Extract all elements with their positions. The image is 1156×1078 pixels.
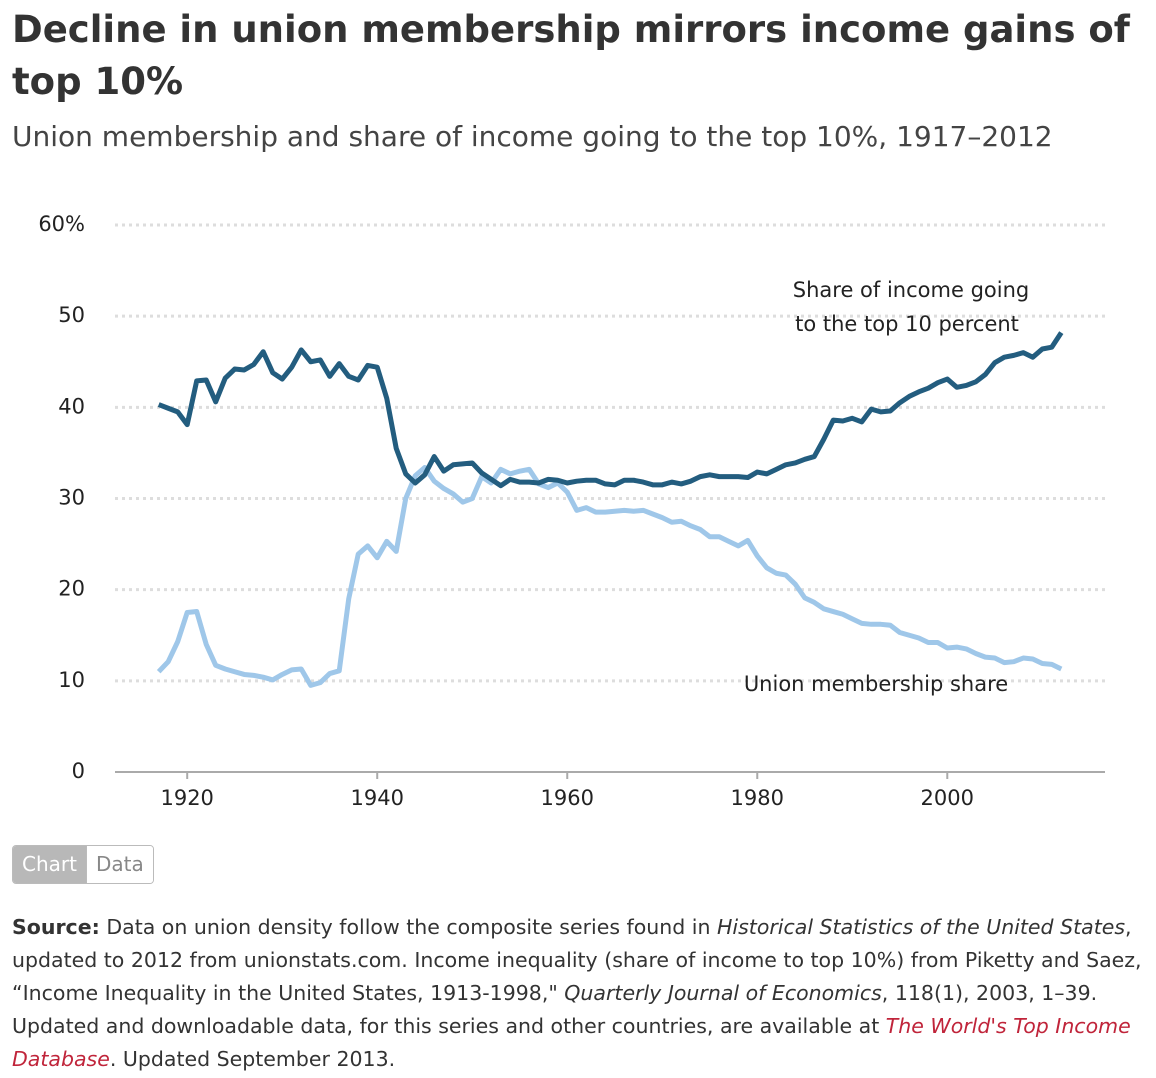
source-title: Quarterly Journal of Economics [564, 981, 882, 1005]
data-tab[interactable]: Data [85, 846, 153, 883]
x-tick-label: 1980 [731, 786, 784, 810]
y-tick-label: 20 [58, 577, 85, 601]
source-text: , 118(1), 2003, 1–39. Updated and downlo… [12, 981, 1098, 1038]
source-title: Historical Statistics of the United Stat… [717, 915, 1126, 939]
y-tick-label: 50 [58, 303, 85, 327]
chart: 0 10 20 30 40 50 60% 1920 1940 1960 1980 2000 Share … [38, 212, 1105, 810]
y-tick-label: 40 [58, 394, 85, 418]
chart-tab[interactable]: Chart [13, 846, 86, 883]
source-link[interactable]: The World's Top Income Database [12, 1014, 1131, 1071]
y-tick-label: 0 [72, 759, 85, 783]
series-line [157, 331, 1064, 489]
y-tick-label: 60% [38, 212, 85, 236]
title: Decline in union membership mirrors inco… [12, 8, 1130, 103]
view-tabs: Chart Data [12, 845, 154, 884]
source-text: , updated to 2012 from unionstats.com. I… [12, 915, 1142, 1005]
annotation: Share of income going [793, 278, 1029, 302]
x-tick-label: 1920 [160, 786, 213, 810]
annotation: to the top 10 percent [795, 312, 1019, 336]
x-tick-label: 2000 [921, 786, 974, 810]
source-text: Data on union density follow the composi… [106, 915, 717, 939]
annotation: Union membership share [744, 672, 1008, 696]
x-tick-label: 1960 [541, 786, 594, 810]
y-tick-label: 30 [58, 486, 85, 510]
series-line [156, 465, 1063, 688]
source-text: . Updated September 2013. [109, 1047, 396, 1071]
source-note: Source: Data on union density follow the… [12, 911, 1147, 1076]
source-label: Source: [12, 915, 100, 939]
subtitle: Union membership and share of income goi… [12, 120, 1053, 153]
x-tick-label: 1940 [350, 786, 403, 810]
y-tick-label: 10 [58, 668, 85, 692]
